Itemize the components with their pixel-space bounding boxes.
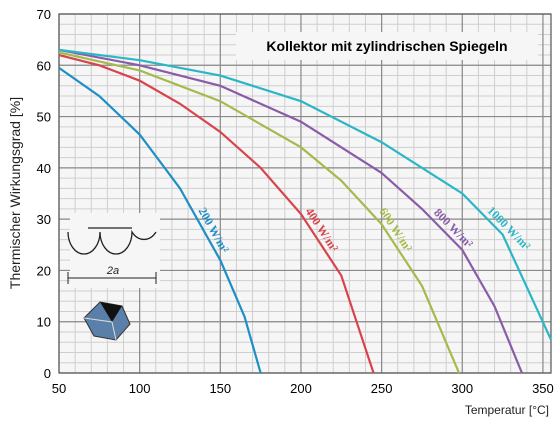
y-tick-label: 30 bbox=[37, 212, 51, 227]
y-tick-label: 50 bbox=[37, 110, 51, 125]
chart-title: Kollektor mit zylindrischen Spiegeln bbox=[266, 38, 507, 54]
x-axis-title: Temperatur [°C] bbox=[465, 403, 549, 417]
x-tick-label: 50 bbox=[52, 381, 66, 396]
y-tick-label: 10 bbox=[37, 315, 51, 330]
x-tick-label: 350 bbox=[532, 381, 554, 396]
x-tick-label: 200 bbox=[290, 381, 312, 396]
diagram-label: 2a bbox=[106, 265, 119, 277]
y-tick-label: 0 bbox=[44, 366, 51, 381]
y-axis-title: Thermischer Wirkungsgrad [%] bbox=[7, 97, 23, 289]
y-tick-label: 60 bbox=[37, 58, 51, 73]
x-tick-label: 100 bbox=[129, 381, 151, 396]
y-tick-label: 70 bbox=[37, 7, 51, 22]
chart: Kollektor mit zylindrischen Spiegeln The… bbox=[0, 0, 555, 423]
x-tick-label: 150 bbox=[209, 381, 231, 396]
x-tick-label: 300 bbox=[451, 381, 473, 396]
y-tick-label: 40 bbox=[37, 161, 51, 176]
x-tick-label: 250 bbox=[371, 381, 393, 396]
y-tick-label: 20 bbox=[37, 263, 51, 278]
